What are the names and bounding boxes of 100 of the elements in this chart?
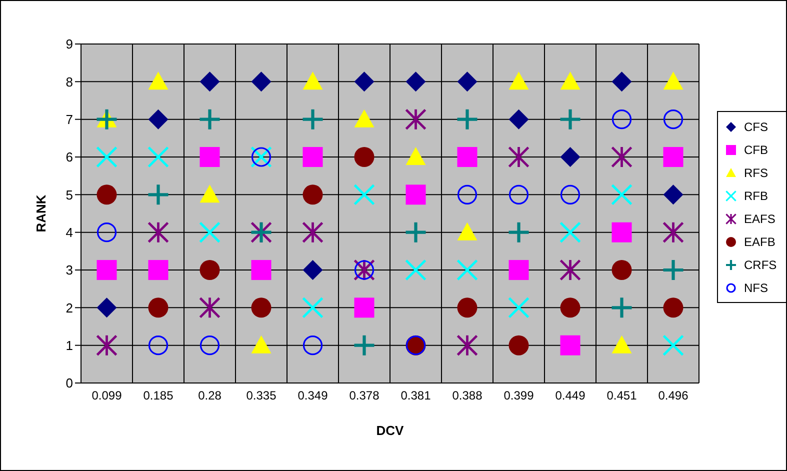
- y-tick-label: 7: [66, 112, 73, 127]
- point: [508, 297, 530, 318]
- point: [560, 72, 580, 90]
- point: [663, 184, 684, 205]
- point: [612, 72, 632, 92]
- legend-label: NFS: [744, 280, 768, 294]
- point: [251, 260, 272, 280]
- legend-label: CFS: [744, 120, 768, 134]
- point: [96, 222, 117, 242]
- x-tick-label: 0.28: [198, 388, 222, 403]
- x-tick-label: 0.099: [92, 388, 122, 403]
- y-tick-label: 8: [66, 74, 73, 90]
- point: [663, 110, 684, 130]
- point: [508, 222, 529, 242]
- y-tick-label: 5: [66, 187, 73, 202]
- point: [96, 334, 118, 356]
- point: [354, 72, 374, 92]
- point: [612, 298, 632, 318]
- point: [354, 335, 374, 356]
- point: [406, 222, 426, 242]
- point: [148, 184, 168, 205]
- x-axis-title: DCV: [376, 423, 404, 438]
- point: [302, 184, 323, 205]
- y-tick-label: 0: [66, 376, 73, 391]
- point: [200, 147, 220, 167]
- point: [560, 147, 580, 167]
- point: [302, 260, 323, 280]
- point: [251, 298, 272, 318]
- point: [354, 109, 374, 128]
- y-tick-label: 6: [66, 150, 73, 165]
- point: [612, 260, 632, 280]
- point: [302, 147, 323, 167]
- point: [354, 147, 374, 167]
- point: [148, 109, 168, 130]
- point: [354, 298, 374, 318]
- point: [508, 109, 529, 130]
- legend-label: RFB: [744, 188, 768, 202]
- point: [612, 222, 632, 242]
- point: [457, 72, 478, 92]
- point: [406, 184, 426, 205]
- point: [456, 334, 478, 356]
- point: [148, 298, 168, 318]
- point: [405, 108, 426, 130]
- point: [457, 184, 478, 204]
- x-tick-label: 0.399: [504, 388, 534, 403]
- legend-label: EAFS: [744, 212, 776, 226]
- point: [251, 335, 272, 354]
- point: [148, 72, 168, 90]
- point: [200, 184, 220, 203]
- point: [199, 297, 220, 318]
- point: [663, 72, 684, 90]
- point: [508, 72, 529, 90]
- point: [663, 147, 684, 167]
- point: [560, 222, 581, 243]
- y-tick-label: 9: [66, 36, 73, 52]
- point: [148, 222, 169, 243]
- point: [508, 335, 529, 356]
- y-tick-label: 1: [66, 338, 73, 353]
- point: [560, 109, 580, 130]
- legend-label: CFB: [744, 142, 768, 156]
- y-tick-label: 4: [66, 224, 73, 240]
- legend-label: CRFS: [744, 258, 777, 272]
- y-tick-label: 3: [66, 262, 73, 278]
- point: [612, 110, 632, 130]
- point: [560, 335, 580, 356]
- x-tick-label: 0.185: [143, 388, 174, 403]
- point: [406, 72, 426, 92]
- point: [200, 72, 220, 92]
- point: [662, 222, 684, 243]
- point: [508, 184, 529, 204]
- point: [200, 260, 220, 280]
- point: [508, 260, 529, 280]
- point: [662, 334, 684, 356]
- y-tick-label: 2: [66, 300, 73, 316]
- x-tick-label: 0.449: [555, 388, 586, 403]
- point: [96, 298, 117, 318]
- point: [251, 72, 272, 92]
- x-tick-label: 0.388: [452, 388, 483, 403]
- point: [96, 260, 117, 280]
- point: [560, 260, 581, 280]
- point: [663, 298, 684, 318]
- point: [302, 297, 324, 318]
- x-tick-label: 0.381: [400, 388, 432, 403]
- point: [457, 222, 478, 240]
- legend-label: EAFB: [744, 234, 776, 248]
- point: [96, 184, 117, 205]
- x-tick-label: 0.335: [246, 388, 277, 403]
- legend-label: RFS: [744, 166, 768, 180]
- point: [612, 335, 632, 354]
- point: [354, 184, 375, 206]
- point: [406, 147, 426, 165]
- x-tick-label: 0.451: [606, 388, 638, 403]
- point: [457, 298, 478, 318]
- point: [200, 109, 220, 130]
- point: [302, 109, 323, 130]
- point: [663, 260, 684, 280]
- x-tick-label: 0.496: [658, 388, 689, 403]
- point: [457, 147, 478, 167]
- point: [457, 109, 478, 130]
- point: [508, 146, 530, 168]
